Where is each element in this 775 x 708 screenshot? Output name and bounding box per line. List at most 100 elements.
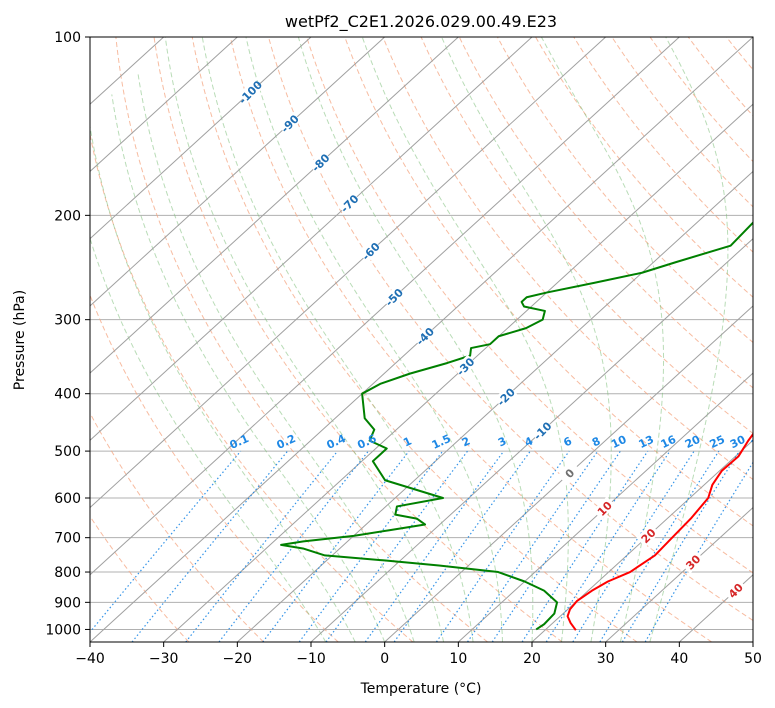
moist-adiabat-36 [649,37,729,642]
x-tick-label: 50 [744,651,762,667]
dry-adiabat-70 [344,37,753,527]
isotherm--60 [90,37,607,509]
dry-adiabat-30 [191,37,638,642]
mixing-ratio-line-0.4 [185,450,339,642]
moist-adiabat--4 [90,123,356,642]
isotherm-label-bg [238,80,262,104]
dry-adiabat-140 [611,37,753,208]
dry-adiabat-150 [649,37,753,163]
isotherm-label-bg [493,384,518,409]
x-tick-label: 40 [670,651,688,667]
dewpoint-line [280,221,753,631]
moist-adiabat-8 [164,37,445,642]
x-axis: −40 −30 −20 −10 0 10 20 30 40 50 [75,642,762,667]
moist-adiabat-28 [441,37,612,642]
mixing-ratio-line-25 [599,450,720,642]
isotherm-10 [457,372,753,642]
isotherm-label-bg [723,578,747,602]
y-tick-label: 400 [54,387,81,403]
dry-adiabat-110 [496,37,753,344]
x-tick-label: −20 [223,651,253,667]
isotherm-30 [605,506,753,642]
moist-adiabat-12 [201,37,474,642]
y-tick-label: 600 [54,491,81,507]
mixing-ratio-line-4 [393,450,531,642]
mixing-ratio-label: 10 [609,433,629,451]
dry-adiabat--30 [90,515,190,642]
isotherm-label-bg [681,550,705,574]
profile-lines [280,221,753,631]
isotherm-label-bg [636,523,660,548]
dry-adiabat-80 [382,37,753,481]
isotherm-0 [384,305,753,642]
isotherm--10 [310,237,753,642]
x-tick-label: −40 [75,651,105,667]
isotherm-label-bg [592,496,616,520]
isotherm-label-bg [530,418,554,443]
x-tick-label: −10 [296,651,326,667]
isotherm--80 [90,37,459,374]
isotherm--20 [236,170,753,642]
dry-adiabat-10 [115,37,488,642]
isotherm-label-bg [358,239,383,263]
dry-adiabats [90,37,753,642]
dry-adiabat-100 [458,37,753,389]
mixing-ratio-label: 30 [728,433,748,452]
mixing-ratio-label: 16 [659,433,679,451]
chart-title: wetPf2_C2E1.2026.029.00.49.E23 [285,12,557,32]
x-tick-label: 20 [523,651,541,667]
moist-adiabat-0 [111,94,386,642]
y-tick-label: 800 [54,565,81,581]
y-tick-label: 700 [54,531,81,547]
plot-frame [89,36,754,643]
y-tick-label: 500 [54,444,81,460]
dry-adiabat-40 [229,37,712,642]
mixing-ratio-lines [90,450,753,642]
moist-adiabat-24 [361,37,569,642]
isotherm-label-bg [277,111,302,135]
isotherm-label-bg [308,150,332,175]
dry-adiabat-60 [306,37,753,574]
isotherm--100 [90,37,312,240]
isotherm-label-bg [557,461,581,485]
isotherm--50 [90,37,680,576]
mixing-ratio-label: 25 [708,433,727,451]
y-axis: 100 200 300 400 500 600 700 800 900 1000 [45,30,90,638]
isotherm-label-bg [337,191,361,215]
mixing-ratio-line-20 [572,450,695,642]
isotherm-label-bg [382,285,406,309]
y-axis-title: Pressure (hPa) [12,290,28,390]
moist-adiabat-32 [540,37,665,642]
isotherm-label-bg [412,324,437,348]
temperature-line [566,432,753,631]
isotherm--90 [90,37,386,307]
mixing-ratio-label: 13 [637,433,656,451]
isotherm--110 [90,37,238,173]
x-tick-label: −30 [149,651,179,667]
y-tick-label: 900 [54,595,81,611]
mixing-ratio-line-30 [621,450,740,642]
y-tick-label: 300 [54,313,81,329]
y-tick-label: 200 [54,208,81,224]
mixing-ratio-line-0.1 [90,450,242,633]
mixing-ratio-label: 20 [683,433,703,452]
mixing-ratio-line-8 [467,450,599,642]
moist-adiabats [90,37,729,642]
x-tick-label: 10 [449,651,467,667]
mixing-ratio-line-3 [364,450,505,642]
x-tick-label: 0 [380,651,389,667]
dry-adiabat-120 [535,37,753,298]
y-tick-label: 1000 [45,622,81,638]
isotherm--70 [90,37,533,442]
mixing-ratio-label: 36 [749,433,769,452]
moist-adiabat-16 [245,37,504,642]
dry-adiabat--10 [90,293,339,642]
mixing-ratio-line-36 [644,461,753,642]
mixing-ratio-line-0.2 [131,450,289,642]
moist-adiabat-20 [297,37,534,642]
y-tick-label: 100 [54,30,81,46]
moist-adiabat--8 [90,236,327,642]
mixing-ratio-line-16 [545,450,671,642]
moist-adiabat-4 [137,72,415,642]
